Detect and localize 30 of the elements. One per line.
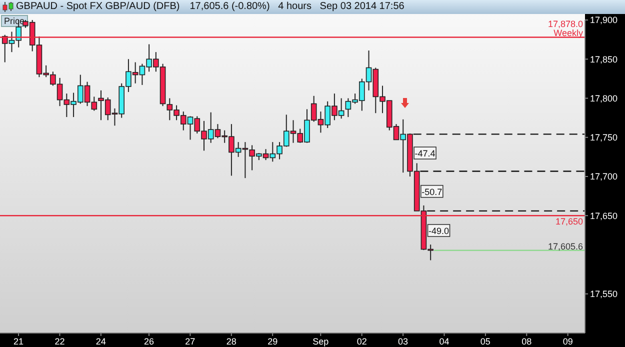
ref-line-label: 17,878.0 Weekly (548, 19, 584, 38)
x-tick-label: 28 (226, 336, 236, 346)
x-tick-label: 03 (398, 336, 408, 346)
y-axis-title: Price (1, 15, 28, 27)
chart-title: GBPAUD - Spot FX GBP/AUD (DFB) (16, 1, 180, 12)
x-tick-label: 09 (562, 336, 573, 346)
y-tick-label: 17,550 (590, 289, 618, 300)
ref-line-label: 17,605.6 (548, 241, 583, 252)
y-tick-label: 17,700 (590, 172, 618, 182)
y-tick-label: 17,850 (590, 54, 618, 64)
x-tick-label: 05 (480, 336, 490, 346)
x-tick-label: 26 (144, 336, 154, 346)
x-tick-label: 22 (54, 336, 65, 346)
chart-subtitle: 17,605.6 (-0.80%) 4 hours Sep 03 2014 17:56 (190, 1, 404, 12)
x-tick-label: 24 (96, 336, 106, 346)
x-tick-label: 08 (522, 336, 532, 346)
x-tick-label: 02 (356, 336, 367, 346)
annotation: -47.4 (414, 148, 436, 159)
annotation: -49.0 (428, 226, 450, 236)
y-tick-label: 17,900 (590, 15, 618, 26)
x-tick-label: 04 (439, 336, 450, 346)
x-tick-label: 27 (185, 336, 196, 346)
annotation: -50.7 (422, 186, 442, 197)
y-tick-label: 17,750 (590, 132, 618, 143)
y-tick-label: 17,800 (590, 93, 618, 104)
x-tick-label: Sep (312, 336, 329, 346)
x-tick-label: 21 (14, 336, 24, 346)
ref-line-label: 17,650 (555, 216, 583, 227)
x-tick-label: 29 (268, 336, 278, 346)
y-tick-label: 17,650 (590, 210, 618, 221)
